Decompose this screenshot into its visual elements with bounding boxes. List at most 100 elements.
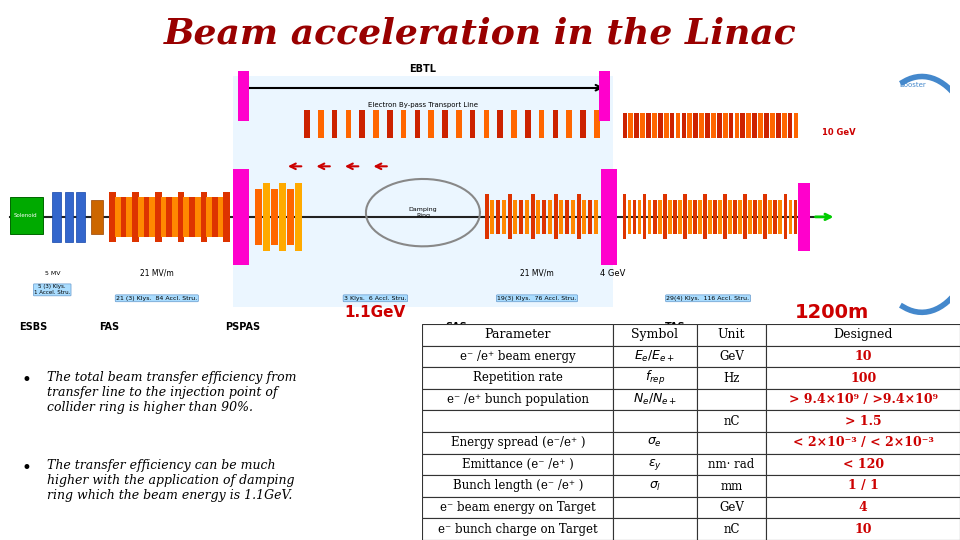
Text: 100: 100 bbox=[851, 372, 876, 384]
Bar bbox=[663, 113, 668, 138]
Bar bbox=[729, 200, 732, 234]
Bar bbox=[149, 197, 156, 237]
Bar bbox=[734, 113, 739, 138]
Bar bbox=[697, 475, 766, 497]
Bar bbox=[218, 197, 225, 237]
Text: SAS: SAS bbox=[445, 322, 468, 332]
Bar bbox=[422, 475, 613, 497]
Bar bbox=[799, 183, 809, 251]
Text: Emittance (e⁻ /e⁺ ): Emittance (e⁻ /e⁺ ) bbox=[462, 458, 574, 471]
Bar bbox=[400, 110, 406, 138]
Bar bbox=[608, 169, 617, 265]
Bar bbox=[676, 113, 681, 138]
Bar bbox=[718, 200, 722, 234]
Text: mm: mm bbox=[720, 480, 743, 492]
Text: > 1.5: > 1.5 bbox=[845, 415, 881, 428]
Bar bbox=[613, 346, 697, 367]
Bar bbox=[422, 518, 613, 540]
Text: Electron By-pass Transport Line: Electron By-pass Transport Line bbox=[368, 102, 478, 108]
Bar bbox=[705, 113, 709, 138]
Bar bbox=[658, 113, 662, 138]
Bar bbox=[278, 183, 286, 251]
Bar bbox=[697, 367, 766, 389]
Bar bbox=[537, 200, 540, 234]
Bar bbox=[662, 194, 666, 239]
Bar bbox=[766, 518, 960, 540]
Bar bbox=[525, 200, 529, 234]
Text: e⁻ beam energy on Target: e⁻ beam energy on Target bbox=[440, 501, 595, 514]
Bar bbox=[201, 192, 207, 242]
Text: 5 MV: 5 MV bbox=[44, 271, 60, 275]
Text: Designed: Designed bbox=[833, 328, 893, 341]
Bar bbox=[774, 200, 778, 234]
Bar bbox=[766, 432, 960, 454]
Bar bbox=[239, 169, 249, 265]
Bar bbox=[781, 113, 786, 138]
Bar bbox=[688, 200, 692, 234]
Bar bbox=[502, 200, 506, 234]
Text: Energy spread (e⁻/e⁺ ): Energy spread (e⁻/e⁺ ) bbox=[450, 436, 585, 449]
Bar bbox=[770, 113, 775, 138]
Bar bbox=[748, 200, 752, 234]
Bar bbox=[548, 200, 552, 234]
Bar bbox=[508, 194, 512, 239]
Text: e⁻ /e⁺ beam energy: e⁻ /e⁺ beam energy bbox=[460, 350, 576, 363]
Bar bbox=[415, 110, 420, 138]
Bar bbox=[127, 197, 133, 237]
Bar bbox=[766, 324, 960, 346]
Text: GeV: GeV bbox=[719, 501, 744, 514]
Text: Solenoid: Solenoid bbox=[13, 213, 37, 218]
Bar bbox=[224, 192, 230, 242]
Bar bbox=[422, 389, 613, 410]
Text: 1 / 1: 1 / 1 bbox=[848, 480, 878, 492]
Bar bbox=[743, 194, 747, 239]
Bar bbox=[160, 197, 167, 237]
Text: > 9.4×10⁹ / >9.4×10⁹: > 9.4×10⁹ / >9.4×10⁹ bbox=[789, 393, 938, 406]
Text: $\varepsilon_y$: $\varepsilon_y$ bbox=[648, 457, 662, 472]
Bar bbox=[788, 113, 792, 138]
Bar bbox=[613, 454, 697, 475]
Bar bbox=[699, 113, 704, 138]
Bar bbox=[422, 454, 613, 475]
Text: 4 GeV: 4 GeV bbox=[600, 268, 626, 278]
Text: 5 (3) Klys.
1 Accel. Stru.: 5 (3) Klys. 1 Accel. Stru. bbox=[35, 285, 70, 295]
Text: Unit: Unit bbox=[718, 328, 745, 341]
Bar bbox=[635, 113, 639, 138]
Bar bbox=[428, 110, 434, 138]
Bar bbox=[682, 113, 686, 138]
Bar bbox=[613, 432, 697, 454]
Bar bbox=[580, 110, 586, 138]
Bar bbox=[776, 113, 780, 138]
Text: 29(4) Klys.  116 Accl. Stru.: 29(4) Klys. 116 Accl. Stru. bbox=[666, 296, 750, 301]
Bar bbox=[703, 194, 707, 239]
Bar bbox=[633, 200, 636, 234]
Text: 19(3) Klys.  76 Accl. Stru.: 19(3) Klys. 76 Accl. Stru. bbox=[497, 296, 577, 301]
Text: $N_e/N_{e+}$: $N_e/N_{e+}$ bbox=[633, 392, 677, 407]
Bar bbox=[711, 113, 716, 138]
Bar bbox=[166, 197, 173, 237]
Bar bbox=[658, 200, 661, 234]
Text: < 2×10⁻³ / < 2×10⁻³: < 2×10⁻³ / < 2×10⁻³ bbox=[793, 436, 934, 449]
Bar bbox=[723, 194, 727, 239]
Bar bbox=[697, 432, 766, 454]
Bar bbox=[622, 194, 626, 239]
Bar bbox=[287, 189, 295, 245]
Text: Bunch length (e⁻ /e⁺ ): Bunch length (e⁻ /e⁺ ) bbox=[452, 480, 583, 492]
Bar bbox=[678, 200, 682, 234]
Text: 21 (3) Klys.  84 Accl. Stru.: 21 (3) Klys. 84 Accl. Stru. bbox=[116, 296, 198, 301]
Text: Parameter: Parameter bbox=[485, 328, 551, 341]
Text: nC: nC bbox=[723, 415, 740, 428]
Text: 1200m: 1200m bbox=[795, 303, 869, 322]
Bar bbox=[531, 194, 535, 239]
Bar bbox=[687, 113, 692, 138]
Bar bbox=[332, 110, 337, 138]
Bar bbox=[514, 200, 517, 234]
Bar bbox=[422, 346, 613, 367]
Bar bbox=[565, 200, 569, 234]
Bar bbox=[766, 497, 960, 518]
Bar bbox=[622, 113, 627, 138]
Bar bbox=[525, 110, 531, 138]
Bar bbox=[733, 200, 737, 234]
Bar bbox=[132, 192, 139, 242]
Bar bbox=[613, 389, 697, 410]
